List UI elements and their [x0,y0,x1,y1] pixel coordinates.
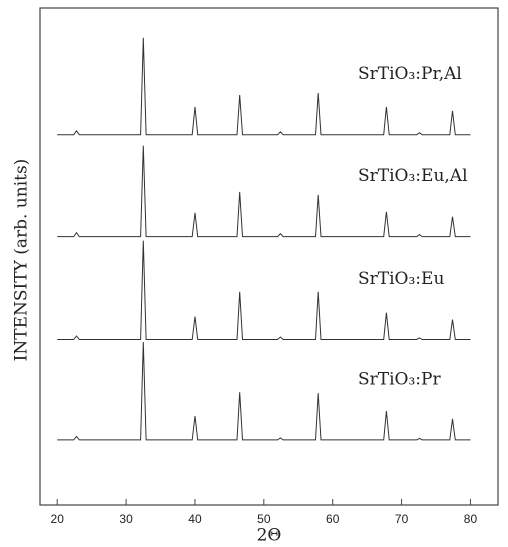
xrd-pattern [57,341,471,441]
series-label: SrTiO₃:Pr [358,369,441,389]
x-tick-label: 40 [188,512,202,526]
xrd-pattern [57,145,471,238]
xrd-pattern [57,240,471,340]
x-axis-label: 2Θ [257,526,282,546]
x-tick-label: 60 [326,512,340,526]
xrd-pattern [57,37,471,136]
x-tick-label: 30 [119,512,133,526]
x-tick-label: 20 [51,512,65,526]
x-tick-label: 80 [464,512,478,526]
series-label: SrTiO₃:Pr,Al [358,64,462,84]
y-axis-label: INTENSITY (arb. units) [12,159,32,362]
x-tick-label: 70 [395,512,409,526]
series-label: SrTiO₃:Eu [358,269,444,289]
plot-frame [39,7,499,506]
series-label: SrTiO₃:Eu,Al [358,166,468,186]
x-tick-label: 50 [257,512,271,526]
